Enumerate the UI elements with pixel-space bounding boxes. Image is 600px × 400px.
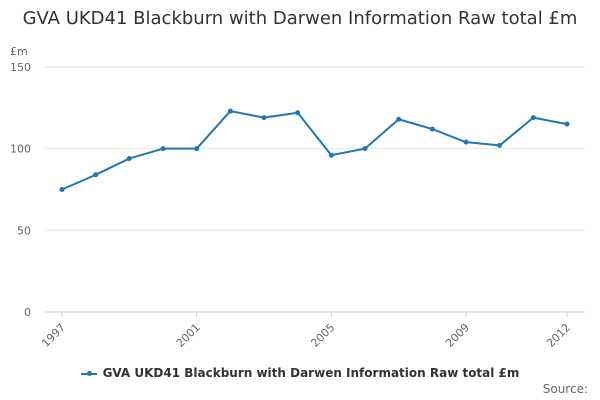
data-point — [261, 115, 267, 121]
series-line — [61, 110, 568, 191]
x-tick-label: 2001 — [174, 321, 203, 350]
data-point — [362, 146, 368, 152]
y-tick-label: 100 — [10, 143, 31, 156]
data-point — [160, 146, 166, 152]
y-tick-label: 0 — [24, 306, 31, 319]
gridlines — [45, 66, 585, 313]
data-point — [497, 142, 503, 148]
x-tick-label: 2009 — [443, 321, 472, 350]
legend-series-label: GVA UKD41 Blackburn with Darwen Informat… — [102, 366, 520, 380]
data-point — [328, 152, 334, 158]
x-tick-label: 1997 — [39, 321, 68, 350]
x-axis-ticks: 1997 2001 2005 2009 2012 — [39, 312, 573, 350]
data-point — [530, 115, 536, 121]
legend-line-marker — [80, 370, 97, 376]
series-group — [59, 108, 570, 192]
data-point — [227, 108, 233, 114]
data-point — [429, 126, 435, 132]
legend[interactable]: GVA UKD41 Blackburn with Darwen Informat… — [0, 366, 600, 380]
y-tick-label: 50 — [17, 224, 31, 237]
source-label: Source: — [542, 382, 588, 396]
data-point — [463, 139, 469, 145]
data-point — [564, 121, 570, 127]
x-tick-label: 2012 — [544, 321, 573, 350]
data-point — [194, 146, 200, 152]
data-point — [59, 187, 65, 192]
y-axis-unit-label: £m — [10, 45, 28, 58]
data-point — [396, 116, 402, 122]
data-point — [93, 172, 99, 178]
data-point — [295, 110, 301, 116]
chart-title: GVA UKD41 Blackburn with Darwen Informat… — [22, 8, 578, 29]
data-point — [126, 155, 132, 161]
y-tick-label: 150 — [10, 61, 31, 74]
x-tick-label: 2005 — [308, 321, 337, 350]
y-axis-ticks: 0 50 100 150 — [10, 61, 31, 319]
